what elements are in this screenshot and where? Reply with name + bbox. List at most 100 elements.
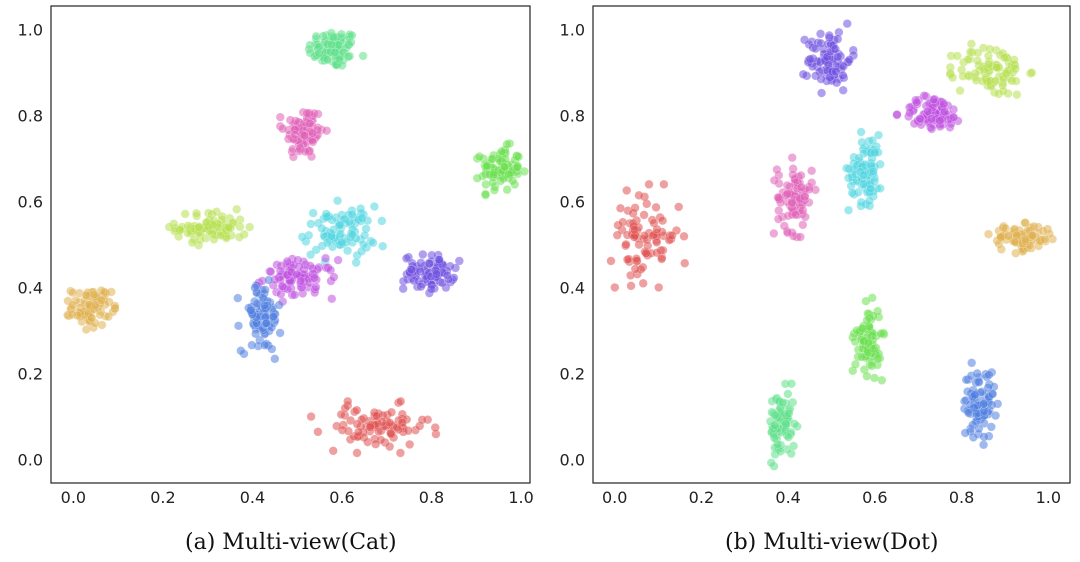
data-point [352,448,362,458]
plot-frame [50,5,531,484]
data-point [488,170,499,180]
data-point [630,264,640,274]
data-point [979,418,989,429]
data-point [305,118,315,129]
data-point [336,29,347,39]
cluster [306,396,441,458]
cluster [798,19,859,98]
data-point [1010,236,1020,247]
data-point [418,249,428,260]
data-point [923,106,933,116]
data-point [386,407,397,417]
x-tick-label: 1.0 [508,488,533,507]
data-point [974,423,984,434]
data-point [833,52,843,62]
data-point [978,440,989,450]
data-point [357,213,367,223]
data-point [194,222,204,232]
data-point [68,287,78,298]
data-point [180,209,190,219]
data-point [769,175,779,185]
data-point [915,114,925,124]
x-tick-label: 0.0 [61,488,86,507]
data-point [1029,221,1039,232]
data-point [371,439,381,449]
data-point [258,293,268,303]
data-point [788,170,798,180]
data-point [270,354,280,364]
data-point [634,190,644,200]
data-point [926,114,937,124]
data-point [318,31,328,41]
data-point [798,205,808,216]
data-point [274,300,284,310]
data-point [416,258,426,268]
data-point [266,267,276,277]
data-point [667,230,677,241]
y-tick-label: 0.4 [560,278,585,297]
data-point [322,126,332,136]
data-point [320,253,331,263]
data-point [850,359,861,369]
data-point [96,295,106,305]
data-point [986,422,996,432]
data-point [519,166,530,177]
data-point [996,244,1006,254]
data-point [251,329,261,339]
data-point [187,237,197,248]
data-point [352,405,362,415]
data-point [340,403,350,413]
data-point [245,222,255,232]
data-point [905,108,915,118]
data-point [832,78,842,88]
data-point [781,419,791,429]
data-point [482,160,492,171]
data-point [343,52,353,62]
data-point [417,415,427,425]
data-point [935,116,945,126]
data-point [305,48,315,58]
data-point [329,32,339,42]
data-point [773,214,783,224]
data-point [306,411,316,422]
data-point [654,282,664,293]
data-point [314,48,324,58]
data-point [472,173,482,183]
data-point [300,146,310,157]
data-point [336,409,346,420]
data-point [309,108,320,118]
data-point [264,275,274,285]
data-point [847,188,857,198]
data-point [804,184,814,194]
data-point [789,419,800,429]
data-point [299,131,310,141]
data-point [343,426,354,436]
data-point [977,76,987,86]
data-point [247,340,257,350]
data-point [415,266,425,277]
data-point [985,44,995,54]
data-point [622,254,633,265]
data-point [434,255,444,265]
data-point [842,19,852,29]
cluster [304,28,368,71]
data-point [308,128,318,138]
data-point [217,211,227,221]
data-point [232,204,242,214]
plot-frame [592,5,1071,484]
data-point [659,179,669,189]
data-point [496,176,506,186]
y-tick-label: 0.8 [560,107,585,126]
data-point [966,39,977,49]
caption-right: (b) Multi-view(Dot) [725,530,939,555]
data-point [927,124,937,134]
data-point [991,62,1002,72]
data-point [983,229,994,239]
data-point [651,202,661,212]
data-point [782,189,792,199]
data-point [309,273,320,283]
data-point [773,192,783,203]
cluster [959,358,1003,450]
data-point [974,377,984,387]
cluster [945,39,1037,100]
